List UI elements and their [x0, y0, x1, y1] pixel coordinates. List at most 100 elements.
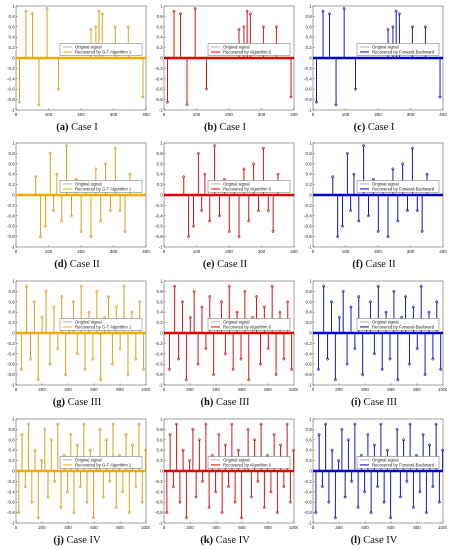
recovered-marker — [200, 305, 204, 309]
recovered-marker — [83, 368, 87, 371]
stem-plot: -1 -0.8 -0.6 -0.4 -0.2 0 0.2 0.4 0.6 0.8 1 0 200 400 6… — [7, 417, 150, 531]
recovered-marker — [213, 144, 217, 147]
recovered-marker — [257, 209, 260, 212]
recovered-marker — [438, 500, 441, 504]
recovered-marker — [60, 219, 64, 223]
x-tick-label: 400 — [212, 387, 220, 392]
y-tick-label: 0.2 — [157, 182, 164, 187]
x-tick-label: 1000 — [289, 525, 298, 530]
recovered-marker — [24, 485, 27, 488]
recovered-marker — [376, 485, 380, 488]
recovered-marker — [242, 167, 246, 171]
y-tick-label: 0.2 — [306, 320, 313, 325]
y-tick-label: 0.8 — [157, 14, 164, 19]
recovered-marker — [398, 12, 401, 16]
recovered-marker — [247, 378, 251, 382]
y-tick-label: 1 — [160, 141, 163, 146]
y-tick-label: 0.4 — [306, 172, 313, 177]
y-tick-label: -0.4 — [155, 489, 163, 494]
recovered-marker — [349, 209, 353, 212]
legend-recovered-label: Recovered by G-T Algorithm 1 — [75, 324, 132, 329]
recovered-marker — [193, 7, 197, 10]
chart-panel: -1 -0.8 -0.6 -0.4 -0.2 0 0.2 0.4 0.6 0.8 1 0 100 200 3… — [301, 2, 447, 136]
x-tick-label: 400 — [439, 249, 447, 254]
recovered-marker — [185, 516, 188, 520]
recovered-marker — [37, 103, 41, 107]
recovered-marker — [250, 495, 253, 499]
recovered-marker — [56, 347, 60, 350]
recovered-marker — [279, 443, 283, 447]
y-tick-label: -0.6 — [7, 87, 15, 92]
recovered-marker — [367, 214, 370, 218]
recovered-marker — [369, 300, 372, 304]
case-label: Case IV — [360, 535, 398, 546]
recovered-marker — [18, 100, 21, 104]
recovered-marker — [418, 490, 422, 494]
recovered-marker — [127, 25, 130, 29]
y-tick-label: -0.2 — [7, 479, 15, 484]
x-tick-label: 0 — [15, 387, 18, 392]
recovered-marker — [292, 448, 296, 452]
recovered-marker — [76, 443, 79, 447]
recovered-marker — [220, 511, 224, 514]
y-tick-label: 0.4 — [157, 172, 164, 177]
y-tick-label: 0 — [160, 331, 163, 336]
legend-original-label: Original signal — [223, 319, 250, 324]
legend-recovered-label: Recovered by G-T Algorithm 1 — [75, 49, 132, 54]
recovered-marker — [43, 428, 47, 431]
y-tick-label: -0.2 — [155, 203, 163, 208]
legend-recovered-label: Recovered by G-T Algorithm 1 — [75, 186, 132, 191]
recovered-marker — [141, 95, 145, 99]
recovered-marker — [267, 209, 270, 212]
stem-plot: -1 -0.8 -0.6 -0.4 -0.2 0 0.2 0.4 0.6 0.8 1 0 100 200 3… — [304, 4, 447, 118]
recovered-marker — [399, 495, 402, 499]
panel-letter: (a) — [56, 122, 69, 133]
y-tick-label: 0 — [309, 331, 312, 336]
recovered-marker — [194, 495, 198, 499]
recovered-marker — [343, 495, 347, 499]
recovered-marker — [330, 448, 334, 452]
recovered-marker — [377, 230, 380, 233]
y-tick-label: -0.4 — [304, 351, 312, 356]
recovered-marker — [108, 480, 112, 483]
recovered-marker — [87, 310, 91, 314]
legend-recovered-label: Recovered by Forward-Backward — [372, 186, 435, 191]
recovered-marker — [191, 428, 195, 431]
recovered-marker — [141, 500, 144, 504]
recovered-marker — [131, 443, 135, 447]
recovered-marker — [187, 235, 191, 238]
y-tick-label: -0.8 — [7, 372, 15, 377]
recovered-marker — [95, 290, 99, 293]
y-tick-label: 0 — [309, 469, 312, 474]
panel-caption: (d) Case II — [4, 259, 150, 270]
recovered-marker — [66, 490, 70, 494]
x-tick-label: 200 — [186, 387, 194, 392]
recovered-marker — [373, 443, 376, 447]
case-label: Case II — [362, 259, 396, 270]
y-tick-label: -0.8 — [304, 234, 312, 239]
recovered-marker — [94, 25, 98, 29]
recovered-marker — [269, 490, 273, 494]
chart-panel: -1 -0.8 -0.6 -0.4 -0.2 0 0.2 0.4 0.6 0.8 1 0 200 400 6… — [4, 415, 150, 549]
chart-panel: -1 -0.8 -0.6 -0.4 -0.2 0 0.2 0.4 0.6 0.8 1 0 200 400 6… — [301, 415, 447, 549]
x-tick-label: 200 — [335, 525, 343, 530]
stem-plot: -1 -0.8 -0.6 -0.4 -0.2 0 0.2 0.4 0.6 0.8 1 0 200 400 6… — [7, 279, 150, 393]
x-tick-label: 600 — [90, 525, 98, 530]
recovered-marker — [70, 214, 73, 218]
x-tick-label: 300 — [110, 249, 118, 254]
recovered-marker — [196, 362, 200, 366]
recovered-marker — [102, 495, 105, 499]
recovered-marker — [52, 209, 56, 212]
y-tick-label: 0.8 — [9, 14, 16, 19]
recovered-marker — [366, 433, 370, 436]
panel-caption: (h) Case III — [152, 397, 298, 408]
recovered-marker — [34, 175, 38, 179]
recovered-marker — [357, 219, 361, 223]
recovered-marker — [214, 490, 218, 494]
y-tick-label: 0.2 — [9, 182, 16, 187]
recovered-marker — [259, 422, 263, 426]
recovered-marker — [262, 25, 265, 29]
legend-original-label: Original signal — [75, 457, 102, 462]
